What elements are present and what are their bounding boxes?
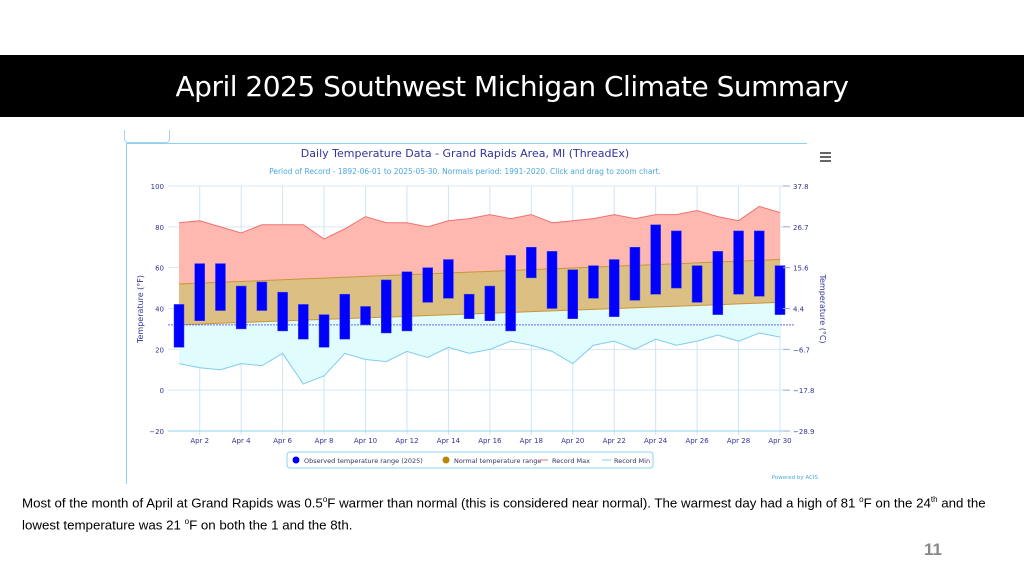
chart-frame: [126, 143, 807, 484]
record-min-line: [178, 332, 781, 385]
chart-subtitle: Period of Record - 1892-06-01 to 2025-05…: [269, 167, 661, 176]
observed-bar-apr-27: [712, 251, 724, 315]
observed-bar-apr-19: [546, 251, 558, 309]
y2-tick-label: 37.8: [793, 183, 809, 191]
legend[interactable]: Observed temperature range (2025) Normal…: [286, 451, 654, 469]
legend-record-min[interactable]: Record Min: [614, 457, 650, 465]
observed-bar-apr-3: [215, 263, 226, 311]
chart-title: Daily Temperature Data - Grand Rapids Ar…: [301, 147, 629, 160]
observed-bar-apr-16: [484, 285, 496, 321]
y-tick-label: 60: [155, 265, 164, 273]
observed-bar-apr-20: [567, 269, 579, 319]
degree-mark: o: [322, 495, 328, 504]
y-tick-label: 40: [155, 306, 164, 314]
x-tick-label: Apr 28: [727, 437, 750, 445]
observed-bar-apr-6: [277, 291, 288, 332]
legend-normal[interactable]: Normal temperature range: [454, 457, 541, 465]
observed-bar-apr-11: [380, 279, 392, 334]
degree-mark: o: [184, 517, 190, 527]
observed-bar-apr-15: [463, 293, 475, 319]
legend-normal-marker: [442, 456, 450, 464]
x-tick-label: Apr 18: [520, 437, 543, 445]
x-tick-label: Apr 6: [273, 437, 292, 445]
x-tick-label: Apr 2: [190, 437, 209, 445]
observed-bar-apr-13: [422, 267, 433, 303]
observed-bar-apr-25: [671, 230, 682, 289]
observed-bars: [173, 224, 786, 348]
observed-bar-apr-28: [733, 230, 744, 295]
y-tick-label: 80: [155, 224, 164, 232]
observed-bar-apr-8: [318, 314, 330, 348]
x-tick-label: Apr 26: [685, 437, 709, 445]
summary-text: Most of the month of April at Grand Rapi…: [22, 490, 1002, 535]
chart-tab-stub: [124, 130, 170, 143]
observed-bar-apr-24: [650, 224, 661, 295]
y-tick-label: −20: [149, 428, 164, 436]
observed-bar-apr-1: [173, 304, 185, 348]
y2-tick-label: 26.7: [793, 224, 809, 232]
y2-tick-label: 4.4: [793, 306, 805, 314]
observed-bar-apr-18: [526, 247, 537, 279]
y2-axis-label: Temperature (°C): [818, 273, 827, 343]
observed-bar-apr-21: [588, 265, 599, 299]
text-part: Most of the month of April at Grand Rapi…: [22, 495, 323, 511]
text-part: F warmer than normal (this is considered…: [327, 495, 860, 511]
text-part: F on both the 1 and the 8th.: [189, 517, 353, 533]
slide-title: April 2025 Southwest Michigan Climate Su…: [0, 55, 1024, 117]
observed-bar-apr-7: [298, 304, 309, 340]
y2-tick-label: −28.9: [793, 428, 814, 436]
observed-bar-apr-30: [774, 265, 786, 315]
ordinal-suffix: th: [930, 495, 938, 504]
page-number: 11: [924, 540, 942, 559]
y2-tick-label: −6.7: [793, 346, 810, 354]
observed-bar-apr-22: [608, 259, 620, 317]
x-tick-label: Apr 30: [768, 437, 791, 445]
y-tick-label: 0: [160, 387, 164, 395]
observed-bar-apr-23: [629, 247, 641, 301]
x-tick-label: Apr 22: [603, 437, 626, 445]
degree-mark: o: [859, 495, 864, 504]
text-part: F on the 24: [863, 495, 931, 511]
text-part: and the lowest temperature was 21: [22, 495, 986, 533]
observed-bar-apr-2: [194, 263, 205, 322]
observed-bar-apr-5: [256, 281, 268, 311]
x-tick-label: Apr 8: [315, 437, 334, 445]
observed-bar-apr-14: [443, 259, 454, 299]
observed-bar-apr-17: [505, 255, 516, 332]
x-tick-label: Apr 16: [478, 437, 502, 445]
y-axis-label: Temperature (°F): [136, 275, 145, 344]
x-tick-label: Apr 24: [644, 437, 668, 445]
x-tick-label: Apr 14: [437, 437, 461, 445]
observed-bar-apr-4: [235, 285, 247, 330]
y2-tick-label: −17.8: [793, 387, 814, 395]
y-tick-label: 20: [155, 346, 164, 354]
observed-bar-apr-26: [691, 265, 703, 303]
observed-bar-apr-12: [401, 271, 413, 332]
observed-bar-apr-9: [339, 293, 351, 340]
record-max-line: [178, 205, 781, 240]
x-tick-label: Apr 4: [232, 437, 251, 445]
x-tick-label: Apr 10: [354, 437, 377, 445]
y-tick-label: 100: [151, 183, 164, 191]
observed-bar-apr-10: [360, 306, 371, 326]
x-tick-label: Apr 20: [561, 437, 584, 445]
axes: 100 37.8 80 26.7 60 15.6 40 4.4 20 −6.7 0 −17.8 −20 −…: [149, 183, 814, 445]
y2-tick-label: 15.6: [793, 265, 809, 273]
legend-observed[interactable]: Observed temperature range (2025): [304, 457, 423, 465]
legend-record-max[interactable]: Record Max: [552, 457, 590, 465]
x-tick-label: Apr 12: [395, 437, 418, 445]
observed-bar-apr-29: [754, 230, 765, 297]
legend-observed-marker: [292, 456, 300, 464]
chart-menu-icon[interactable]: [820, 152, 831, 164]
powered-by-credit[interactable]: Powered by ACIS: [772, 475, 819, 481]
